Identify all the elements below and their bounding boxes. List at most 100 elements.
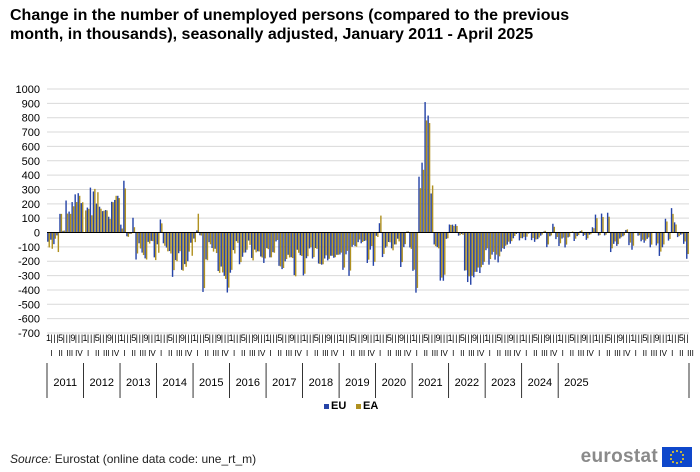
bar-ea [54, 232, 57, 239]
bar-eu [226, 232, 229, 293]
month-tick-label: 5 [533, 333, 538, 343]
quarter-tick-label: III [687, 349, 694, 358]
month-tick-label: 5 [314, 333, 319, 343]
month-tick-label: | [309, 333, 311, 343]
month-tick-label: | [269, 333, 271, 343]
quarter-tick-label: II [131, 349, 135, 358]
quarter-tick-label: II [351, 349, 355, 358]
bar-ea [106, 210, 108, 233]
quarter-tick-label: III [66, 349, 73, 358]
bar-ea [188, 232, 190, 252]
month-tick-label: | [604, 333, 606, 343]
bar-eu [679, 232, 682, 235]
bar-eu [628, 232, 630, 246]
bar-eu [457, 232, 460, 236]
bar-eu [193, 232, 195, 239]
month-tick-label: | [552, 333, 554, 343]
month-tick-label: 5 [569, 333, 574, 343]
bar-ea [307, 232, 309, 257]
bar-ea [398, 232, 400, 242]
month-tick-label: | [665, 333, 667, 343]
month-tick-label: 9 [582, 333, 587, 343]
month-tick-label: | [650, 333, 652, 343]
quarter-tick-label: IV [477, 349, 485, 358]
month-tick-label: | [114, 333, 116, 343]
bar-ea [255, 232, 257, 253]
bar-ea [48, 232, 50, 248]
bar-eu [123, 180, 125, 233]
month-tick-label: | [470, 333, 472, 343]
month-tick-label: | [251, 333, 253, 343]
quarter-tick-label: IV [148, 349, 156, 358]
month-tick-label: 9 [435, 333, 440, 343]
month-tick-label: 9 [180, 333, 185, 343]
bar-ea [133, 227, 136, 233]
quarter-tick-label: III [432, 349, 439, 358]
bar-ea [343, 232, 346, 268]
bar-ea [471, 232, 473, 276]
bar-ea [176, 232, 178, 262]
bar-ea [225, 232, 227, 279]
bar-eu [281, 232, 283, 270]
quarter-tick-label: IV [185, 349, 193, 358]
quarter-tick-label: I [160, 349, 162, 358]
month-tick-label: | [306, 333, 308, 343]
bar-ea [459, 232, 461, 236]
bar-ea [565, 232, 568, 245]
bar-ea [593, 228, 595, 233]
bar-ea [170, 232, 172, 254]
month-tick-label: 5 [460, 333, 465, 343]
bar-eu [387, 232, 390, 242]
month-tick-label: 1 [83, 333, 88, 343]
bar-ea [231, 232, 233, 270]
y-tick-label: 900 [22, 98, 40, 110]
month-tick-label: | [130, 333, 132, 343]
month-tick-label: | [525, 333, 527, 343]
month-tick-label: 1 [302, 333, 307, 343]
bar-ea [179, 232, 181, 252]
bar-ea [535, 232, 537, 240]
y-tick-label: 700 [22, 127, 40, 139]
bar-eu [418, 176, 420, 233]
bar-eu [460, 232, 463, 234]
quarter-tick-label: I [671, 349, 673, 358]
month-tick-label: | [355, 333, 357, 343]
bar-eu [205, 232, 207, 260]
bar-eu [71, 202, 73, 233]
bar-eu [311, 232, 314, 259]
bar-ea [273, 232, 276, 253]
month-tick-label: | [406, 333, 408, 343]
quarter-tick-label: II [314, 349, 318, 358]
bar-ea [684, 232, 686, 242]
bar-eu [366, 232, 368, 263]
month-tick-label: | [373, 333, 375, 343]
bar-ea [416, 232, 419, 288]
month-tick-label: | [93, 333, 95, 343]
bar-eu [150, 232, 152, 241]
bar-eu [500, 232, 502, 252]
quarter-tick-label: IV [513, 349, 521, 358]
bar-ea [173, 232, 175, 271]
bar-ea [285, 232, 288, 260]
bar-ea [605, 232, 607, 235]
bar-eu [138, 232, 140, 244]
month-tick-label: | [163, 333, 165, 343]
bar-eu [177, 232, 180, 254]
bar-eu [445, 232, 448, 239]
bar-ea [185, 232, 187, 267]
month-tick-label: | [224, 333, 226, 343]
bar-ea [142, 232, 145, 256]
bar-ea [511, 232, 513, 242]
quarter-tick-label: III [286, 349, 293, 358]
month-tick-label: | [53, 333, 55, 343]
month-tick-label: 5 [387, 333, 392, 343]
month-tick-label: | [598, 333, 600, 343]
bar-eu [272, 232, 274, 253]
bar-ea [468, 232, 470, 277]
bar-ea [331, 232, 333, 256]
bar-ea [182, 232, 184, 271]
month-tick-label: 5 [131, 333, 136, 343]
bar-ea [191, 232, 193, 256]
bar-ea [97, 192, 99, 233]
bar-ea [234, 232, 236, 254]
